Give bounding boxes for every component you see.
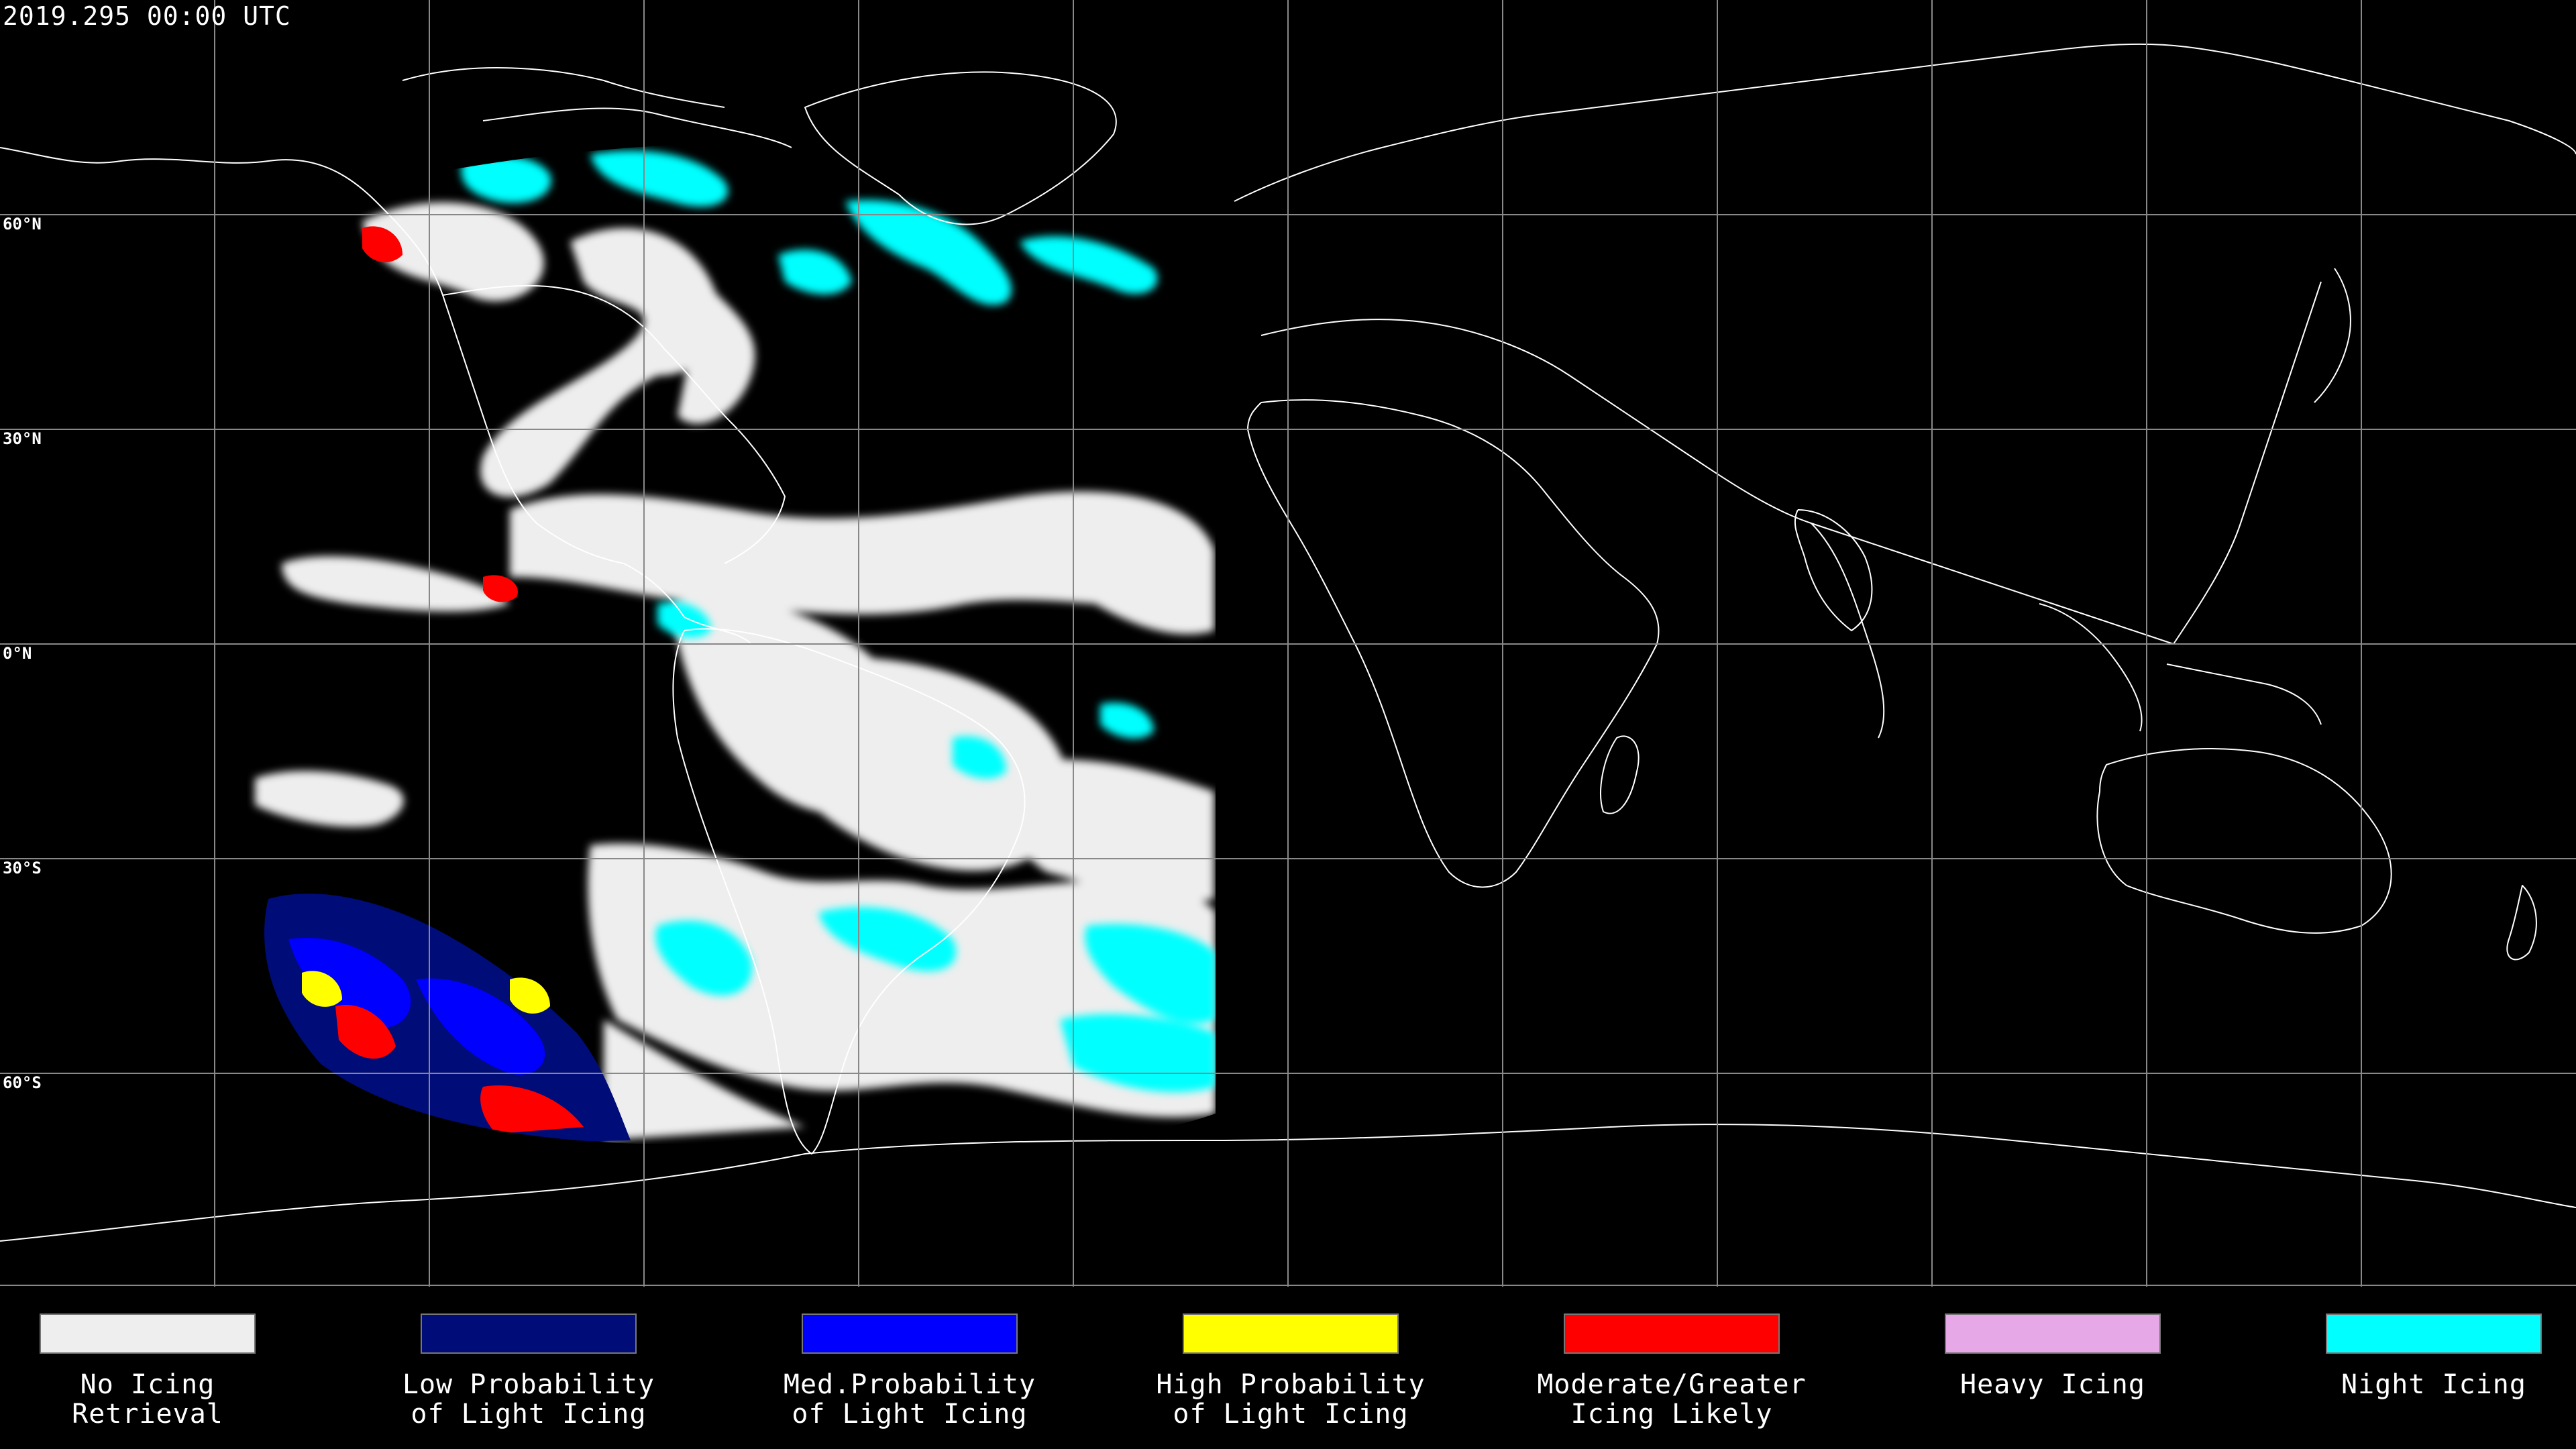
legend-item-heavy-icing: Heavy Icing [1865,1313,2241,1399]
legend-label: Heavy Icing [1960,1369,2145,1400]
legend-label: No Icing Retrieval [72,1369,223,1430]
coastlines [0,43,2576,1242]
legend-swatch [802,1313,1018,1354]
legend-swatch [40,1313,256,1354]
legend: No Icing Retrieval Low Probability of Li… [0,1287,2576,1449]
legend-item-night-icing: Night Icing [2246,1313,2576,1399]
latitude-label-30n: 30°N [3,429,42,448]
legend-label: Moderate/Greater Icing Likely [1537,1369,1807,1430]
legend-swatch [1945,1313,2161,1354]
legend-swatch [1183,1313,1399,1354]
legend-label: Low Probability of Light Icing [402,1369,655,1430]
legend-swatch [2326,1313,2542,1354]
legend-item-moderate-greater: Moderate/Greater Icing Likely [1484,1313,1860,1429]
legend-label: High Probability of Light Icing [1156,1369,1426,1430]
satellite-icing-product [255,150,1216,1144]
latitude-label-equator: 0°N [3,644,32,663]
latitude-label-60s: 60°S [3,1073,42,1092]
graticule [0,0,2576,1287]
legend-swatch [421,1313,637,1354]
legend-item-high-probability: High Probability of Light Icing [1103,1313,1479,1429]
legend-item-low-probability: Low Probability of Light Icing [341,1313,716,1429]
timestamp: 2019.295 00:00 UTC [3,1,291,31]
latitude-label-30s: 30°S [3,859,42,877]
legend-item-med-probability: Med.Probability of Light Icing [722,1313,1097,1429]
legend-label: Med.Probability of Light Icing [783,1369,1036,1430]
latitude-label-60n: 60°N [3,215,42,233]
legend-label: Night Icing [2341,1369,2526,1400]
icing-map [0,0,2576,1287]
legend-item-no-icing: No Icing Retrieval [0,1313,335,1429]
legend-swatch [1564,1313,1780,1354]
